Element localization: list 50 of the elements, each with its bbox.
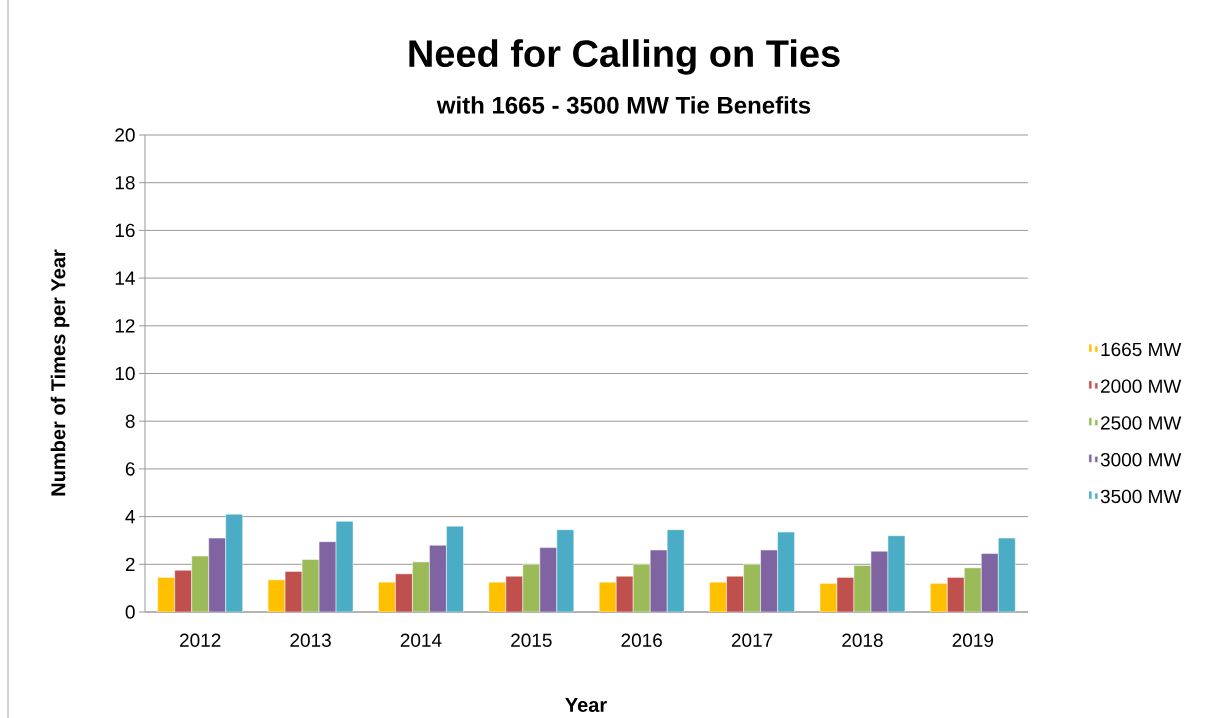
bar (650, 549, 668, 612)
y-tick-label: 6 (125, 462, 135, 476)
bar (760, 549, 778, 612)
bar (981, 553, 999, 612)
y-tick-label: 14 (115, 271, 135, 285)
bar (157, 577, 175, 612)
y-tick-label: 12 (115, 319, 135, 333)
x-tick-label: 2012 (180, 633, 221, 647)
bar (395, 573, 413, 612)
legend-label: 1665 MW (1101, 342, 1182, 357)
x-tick-label: 2015 (511, 633, 552, 647)
bar (777, 532, 795, 612)
x-tick-label: 2017 (731, 633, 773, 647)
y-axis-title: Number of Times per Year (50, 249, 70, 496)
y-tick-label: 10 (115, 366, 135, 381)
bar (429, 545, 447, 612)
x-tick-label: 2016 (621, 633, 662, 647)
bar (743, 564, 761, 612)
bar (539, 547, 557, 612)
x-tick-label: 2019 (952, 633, 994, 647)
chart-subtitle: with 1665 - 3500 MW Tie Benefits (436, 96, 811, 114)
x-tick-label: 2018 (842, 633, 883, 647)
bar (522, 564, 540, 612)
bar (191, 555, 209, 612)
legend-label: 3500 MW (1100, 489, 1182, 504)
x-axis-title: Year (565, 698, 607, 712)
legend-label: 3000 MW (1100, 452, 1182, 467)
bar (947, 577, 965, 612)
bar (225, 514, 243, 612)
bar (633, 564, 651, 612)
y-tick-label: 2 (125, 557, 135, 571)
chart-title: Need for Calling on Ties (409, 39, 840, 75)
legend-label: 2500 MW (1101, 416, 1182, 430)
bar (412, 561, 430, 612)
bar (964, 567, 982, 612)
y-tick-label: 16 (115, 223, 135, 238)
x-tick-label: 2014 (400, 633, 442, 647)
legend-label: 2000 MW (1101, 379, 1182, 393)
bar (446, 526, 464, 612)
bar (998, 537, 1016, 612)
x-tick-label: 2013 (290, 633, 331, 647)
y-tick-label: 4 (125, 510, 135, 524)
bar (174, 570, 192, 612)
bar (208, 538, 226, 612)
y-tick-label: 0 (125, 605, 135, 619)
bar (667, 529, 685, 612)
y-tick-label: 18 (115, 175, 135, 190)
bar (556, 529, 574, 612)
y-tick-label: 8 (125, 414, 135, 428)
y-tick-label: 20 (115, 128, 135, 142)
